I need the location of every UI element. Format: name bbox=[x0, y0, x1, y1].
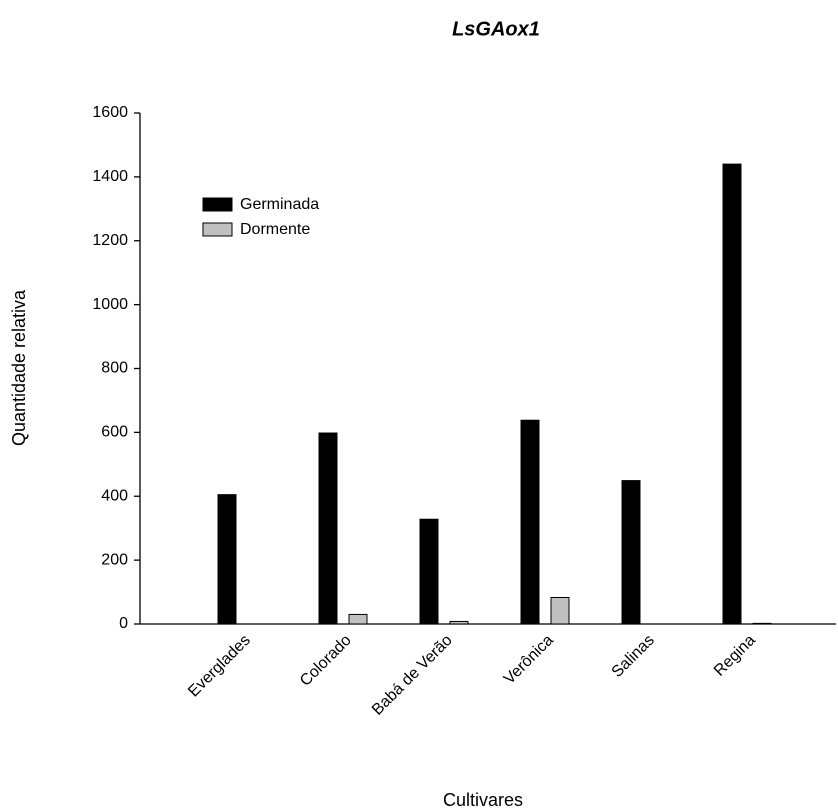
legend-swatch bbox=[202, 197, 233, 212]
y-tick-label: 200 bbox=[101, 551, 128, 568]
y-axis-label: Quantidade relativa bbox=[9, 289, 29, 446]
legend-label: Germinada bbox=[240, 196, 319, 213]
y-tick-label: 600 bbox=[101, 424, 128, 441]
x-tick-label: Babá de Verão bbox=[369, 632, 456, 719]
bar bbox=[752, 622, 772, 625]
bar bbox=[621, 480, 641, 625]
bar bbox=[550, 596, 570, 625]
legend-label: Dormente bbox=[240, 221, 310, 238]
bar bbox=[419, 518, 439, 625]
y-tick-label: 400 bbox=[101, 487, 128, 504]
bar bbox=[318, 432, 338, 625]
chart-title: LsGAox1 bbox=[452, 18, 540, 40]
x-tick-label: Verônica bbox=[501, 632, 557, 688]
x-tick-label: Colorado bbox=[297, 632, 355, 690]
bar bbox=[449, 620, 469, 625]
bar bbox=[217, 494, 237, 625]
y-tick-label: 1200 bbox=[92, 232, 128, 249]
y-tick-label: 1000 bbox=[92, 296, 128, 313]
bar bbox=[348, 613, 368, 625]
x-axis-label: Cultivares bbox=[443, 790, 523, 810]
bar bbox=[722, 163, 742, 625]
y-tick-label: 800 bbox=[101, 360, 128, 377]
x-tick-label: Everglades bbox=[185, 632, 254, 701]
y-tick-label: 0 bbox=[119, 615, 128, 632]
legend-swatch bbox=[202, 222, 233, 237]
y-tick-label: 1600 bbox=[92, 104, 128, 121]
x-tick-label: Regina bbox=[711, 632, 759, 680]
x-tick-label: Salinas bbox=[609, 632, 658, 681]
bar bbox=[520, 419, 540, 625]
y-tick-label: 1400 bbox=[92, 168, 128, 185]
